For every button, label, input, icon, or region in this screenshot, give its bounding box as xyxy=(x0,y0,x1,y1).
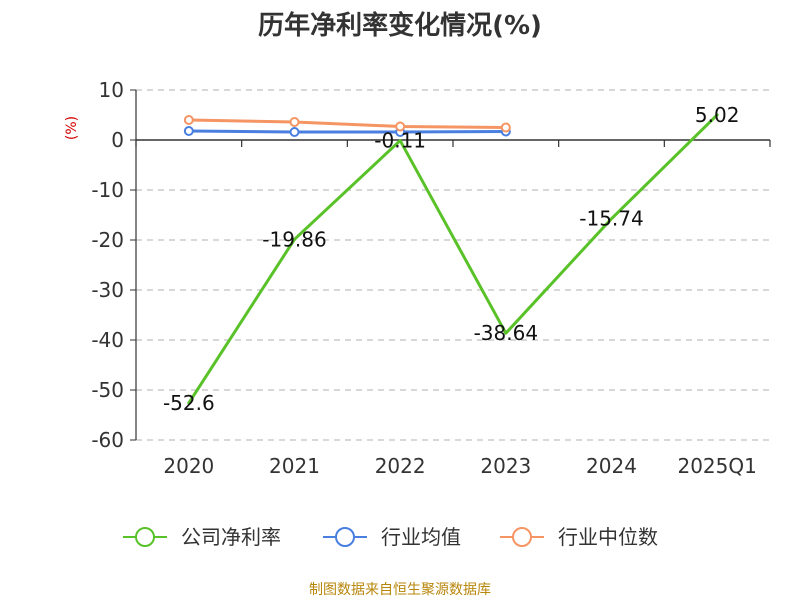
series-point-1 xyxy=(289,127,300,137)
series-line-0 xyxy=(187,113,719,405)
legend-marker-icon xyxy=(335,527,355,547)
y-tick-label: 10 xyxy=(99,78,124,102)
x-tick-label: 2020 xyxy=(163,454,214,478)
axes: 10 0 -10 -20 -30 -40 -50 -60 2020 2021 2022 2023 202… xyxy=(91,78,771,478)
y-tick-label: -20 xyxy=(91,228,124,252)
legend-label: 行业均值 xyxy=(381,525,461,549)
x-tick-label: 2022 xyxy=(375,454,426,478)
series-line-1 xyxy=(187,129,508,134)
x-tick-label: 2021 xyxy=(269,454,320,478)
data-label-net-margin: -15.74 xyxy=(579,207,643,231)
legend-label: 行业中位数 xyxy=(558,525,658,549)
series-point-2 xyxy=(395,121,406,132)
x-tick-label: 2025Q1 xyxy=(677,454,756,478)
data-label-net-margin: -0.11 xyxy=(374,129,426,153)
data-label-net-margin: -38.64 xyxy=(474,321,538,345)
series-point-2 xyxy=(289,117,300,127)
y-tick-label: -60 xyxy=(91,428,124,452)
data-label-net-margin: 5.02 xyxy=(695,103,740,127)
y-tick-label: -10 xyxy=(91,178,124,202)
y-unit-label: (%) xyxy=(64,116,80,140)
legend-item-2[interactable]: 行业中位数 xyxy=(500,525,658,549)
y-tick-label: -40 xyxy=(91,328,124,352)
series-line-2 xyxy=(187,118,508,129)
data-labels: -52.6 -19.86 -0.11 -38.64 -15.74 5.02 xyxy=(163,103,739,415)
gridlines xyxy=(136,89,770,441)
data-source-note: 制图数据来自恒生聚源数据库 xyxy=(309,582,491,598)
legend-marker-icon xyxy=(135,527,155,547)
series-point-2 xyxy=(500,122,511,133)
y-tick-label: -50 xyxy=(91,378,124,402)
y-tick-label: 0 xyxy=(111,128,124,152)
legend-item-0[interactable]: 公司净利率 xyxy=(123,525,281,549)
y-tick-label: -30 xyxy=(91,278,124,302)
legend-marker-icon xyxy=(512,527,532,547)
series-point-1 xyxy=(183,126,194,136)
legend[interactable]: 公司净利率 行业均值 行业中位数 xyxy=(123,525,658,549)
series-lines xyxy=(183,113,719,405)
chart-title: 历年净利率变化情况(%) xyxy=(258,10,542,41)
data-label-net-margin: -19.86 xyxy=(262,227,326,251)
legend-label: 公司净利率 xyxy=(181,525,281,549)
x-tick-label: 2023 xyxy=(480,454,531,478)
legend-item-1[interactable]: 行业均值 xyxy=(323,525,461,549)
data-label-net-margin: -52.6 xyxy=(163,391,215,415)
x-tick-label: 2024 xyxy=(586,454,637,478)
series-point-2 xyxy=(183,115,194,125)
